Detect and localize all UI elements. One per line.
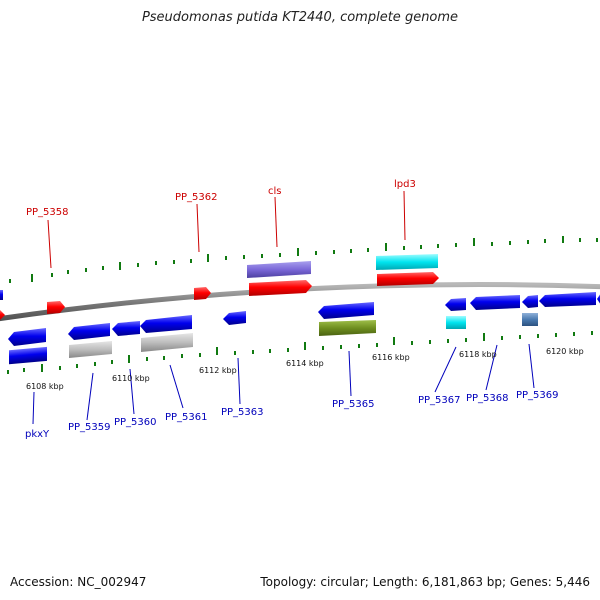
gene-label-cls: cls (268, 186, 282, 197)
gene-arrow-pp5365 (318, 302, 374, 319)
gene-arrow-cls (249, 280, 312, 296)
gene-arrow-pkxY (8, 328, 46, 346)
gene-label-pp5365: PP_5365 (332, 399, 375, 410)
gene-label-pp5360: PP_5360 (114, 417, 157, 428)
leader-lines-top (47, 190, 406, 269)
gene-box-pkxY (9, 346, 47, 365)
gene-arrow-pp5363 (223, 311, 246, 325)
gene-arrow (0, 310, 5, 320)
gene-box-pp5359 (69, 341, 112, 358)
tick-label: 6116 kbp (372, 353, 410, 362)
gene-box-pp5367 (446, 316, 466, 329)
gene-label-pp5363: PP_5363 (221, 407, 264, 418)
tick-label: 6114 kbp (286, 359, 324, 368)
tick-label: 6112 kbp (199, 366, 237, 375)
gene-label-lpd3: lpd3 (394, 179, 416, 190)
gene-box-pp5365 (319, 320, 376, 336)
gene-arrow-pp5369 (522, 295, 538, 308)
tick-label: 6120 kbp (546, 347, 584, 356)
tick-label: 6118 kbp (459, 350, 497, 359)
gene-arrow (0, 290, 3, 300)
tick-label: 6110 kbp (112, 374, 150, 383)
gene-arrow-pp5360 (112, 321, 140, 336)
gene-arrow-lpd3 (377, 272, 439, 286)
gene-box-pp5361 (141, 333, 193, 352)
gene-arrow-pp5361 (140, 315, 192, 333)
gene-label-pp5369: PP_5369 (516, 390, 559, 401)
outer-tick-row (9, 236, 598, 283)
gene-label-pp5362: PP_5362 (175, 192, 218, 203)
gene-label-pp5358: PP_5358 (26, 207, 69, 218)
gene-arrow-pp5359 (68, 323, 110, 340)
gene-label-pp5361: PP_5361 (165, 412, 208, 423)
gene-box-pp5369 (522, 313, 538, 326)
gene-label-pp5367: PP_5367 (418, 395, 461, 406)
gene-arrow-pp5367 (445, 298, 466, 311)
gene-arrow-pp5362 (194, 287, 211, 300)
gene-arrow (597, 294, 600, 304)
genome-summary-text: Topology: circular; Length: 6,181,863 bp… (260, 575, 590, 589)
gene-arrow-lpd3-cog (376, 254, 438, 270)
gene-arrow (539, 292, 596, 307)
tick-label: 6108 kbp (26, 382, 64, 391)
gene-label-pp5368: PP_5368 (466, 393, 509, 404)
forward-strand-features (0, 254, 439, 320)
reverse-strand-features (8, 292, 600, 365)
gene-label-pkxy: pkxY (25, 429, 50, 440)
inner-tick-row (7, 331, 593, 374)
gene-arrow-cls-cog (247, 261, 311, 278)
accession-text: Accession: NC_002947 (10, 575, 147, 589)
genome-title: Pseudomonas putida KT2440, complete geno… (141, 10, 459, 25)
leader-lines-bottom (32, 343, 535, 425)
gene-label-pp5359: PP_5359 (68, 422, 111, 433)
gene-arrow-pp5358 (47, 301, 65, 314)
gene-arrow-pp5368 (470, 295, 520, 310)
